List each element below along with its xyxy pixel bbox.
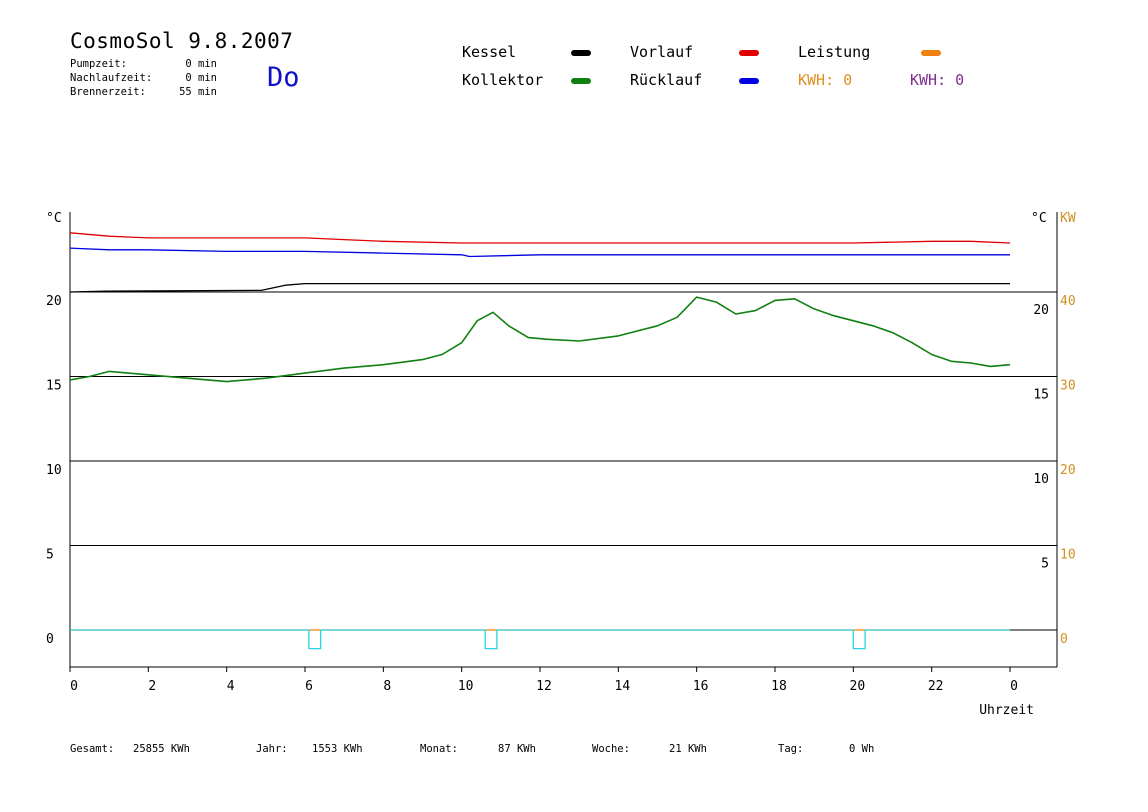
y-left-tick-10: 10 xyxy=(46,463,62,478)
y-right2-tick-30: 30 xyxy=(1060,379,1076,394)
y-right2-tick-40: 40 xyxy=(1060,294,1076,309)
x-tick-label-4: 8 xyxy=(383,679,391,694)
series-line-pumpe xyxy=(70,629,1010,650)
y-left-tick-0: 0 xyxy=(46,632,54,647)
x-axis-label: Uhrzeit xyxy=(979,703,1034,718)
y-right-tick-20: 20 xyxy=(1033,303,1049,318)
series-line-vorlauf xyxy=(69,232,1011,244)
series-line-kollektor xyxy=(69,296,1011,383)
legend-ruecklauf-label: Rücklauf xyxy=(630,71,703,89)
kwh-leistung-value: KWH: 0 xyxy=(798,71,853,89)
info-brennerzeit-value: 55 min xyxy=(179,86,217,98)
y-left-tick-5: 5 xyxy=(46,548,54,563)
kwh-secondary-value: KWH: 0 xyxy=(910,71,965,89)
footer-gesamt-label: Gesamt: xyxy=(70,743,115,755)
x-tick-label-6: 12 xyxy=(536,679,552,694)
legend-ruecklauf-swatch xyxy=(739,78,759,84)
footer-jahr-value: 1553 KWh xyxy=(312,743,363,755)
footer-gesamt-value: 25855 KWh xyxy=(133,743,190,755)
legend-vorlauf-label: Vorlauf xyxy=(630,43,694,61)
footer-jahr-label: Jahr: xyxy=(256,743,288,755)
x-tick-label-5: 10 xyxy=(458,679,474,694)
legend-vorlauf-swatch xyxy=(739,50,759,56)
weekday-label: Do xyxy=(267,62,300,93)
x-tick-label-8: 16 xyxy=(693,679,709,694)
footer-monat-value: 87 KWh xyxy=(498,743,536,755)
footer-monat-label: Monat: xyxy=(420,743,458,755)
y-right-tick-15: 15 xyxy=(1033,388,1049,403)
page-title: CosmoSol 9.8.2007 xyxy=(70,29,294,53)
y-right-unit: °C xyxy=(1031,211,1047,226)
legend-kollektor-swatch xyxy=(571,78,591,84)
y-right2-tick-20: 20 xyxy=(1060,463,1076,478)
legend-kollektor-label: Kollektor xyxy=(462,71,544,89)
series-line-kessel xyxy=(69,282,1010,293)
y-right-tick-5: 5 xyxy=(1041,557,1049,572)
x-tick-label-1: 2 xyxy=(148,679,156,694)
x-tick-label-9: 18 xyxy=(771,679,787,694)
legend-leistung-swatch xyxy=(921,50,941,56)
x-tick-label-10: 20 xyxy=(850,679,866,694)
footer-tag-label: Tag: xyxy=(778,743,804,755)
y-right2-tick-10: 10 xyxy=(1060,548,1076,563)
y-left-tick-20: 20 xyxy=(46,294,62,309)
x-tick-label-0: 0 xyxy=(70,679,78,694)
y-right-tick-10: 10 xyxy=(1033,472,1049,487)
x-tick-label-7: 14 xyxy=(615,679,631,694)
legend-kessel-swatch xyxy=(571,50,591,56)
info-pumpzeit-value: 0 min xyxy=(185,58,217,70)
series-line-rücklauf xyxy=(69,247,1010,258)
y-left-unit: °C xyxy=(46,211,62,226)
footer-tag-value: 0 Wh xyxy=(849,743,875,755)
footer-woche-value: 21 KWh xyxy=(669,743,707,755)
y-left-tick-15: 15 xyxy=(46,379,62,394)
y-right2-unit: KW xyxy=(1060,211,1076,226)
x-tick-label-3: 6 xyxy=(305,679,313,694)
x-tick-label-11: 22 xyxy=(928,679,944,694)
x-tick-label-2: 4 xyxy=(227,679,235,694)
y-right2-tick-0: 0 xyxy=(1060,632,1068,647)
x-tick-label-12: 0 xyxy=(1010,679,1018,694)
footer-woche-label: Woche: xyxy=(592,743,630,755)
info-pumpzeit-label: Pumpzeit: xyxy=(70,58,127,70)
legend-kessel-label: Kessel xyxy=(462,43,517,61)
info-nachlaufzeit-value: 0 min xyxy=(185,72,217,84)
info-nachlaufzeit-label: Nachlaufzeit: xyxy=(70,72,153,84)
info-brennerzeit-label: Brennerzeit: xyxy=(70,86,146,98)
legend-leistung-label: Leistung xyxy=(798,43,871,61)
